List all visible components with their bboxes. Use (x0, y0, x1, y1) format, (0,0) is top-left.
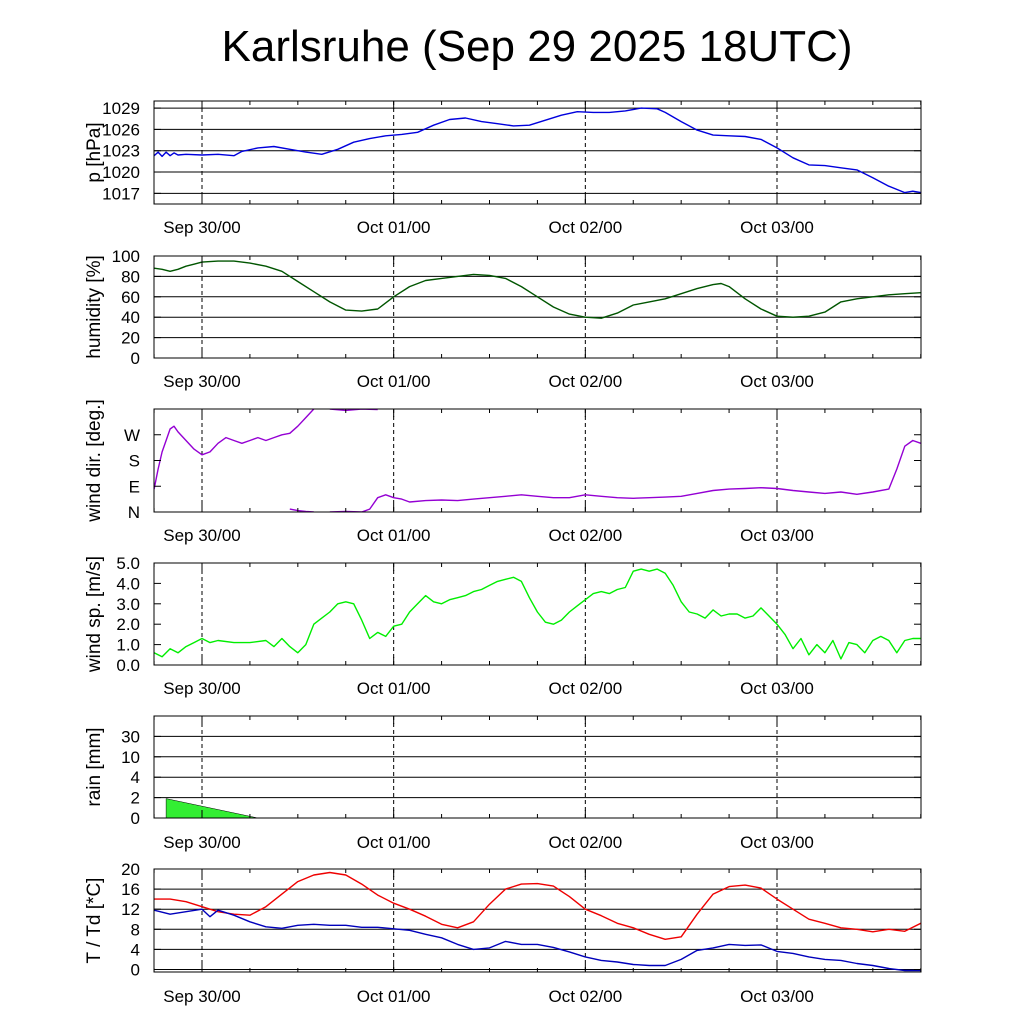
series-line-wind_speed (154, 568, 921, 660)
y-tick-label: 0 (131, 809, 140, 828)
y-tick-label: 1026 (102, 120, 140, 139)
plot-frame (153, 715, 922, 819)
y-tick-label: 100 (112, 247, 140, 266)
y-tick-label: N (128, 503, 140, 522)
x-tick-label: Oct 01/00 (357, 987, 431, 1006)
chart-title: Karlsruhe (Sep 29 2025 18UTC) (221, 22, 853, 71)
y-axis-label: wind sp. [m/s] (84, 556, 105, 673)
y-tick-label: 2 (131, 789, 140, 808)
x-tick-label: Oct 02/00 (548, 679, 622, 698)
y-tick-label: 1.0 (116, 636, 140, 655)
x-tick-label: Sep 30/00 (163, 372, 241, 391)
y-tick-label: 80 (121, 267, 140, 286)
y-tick-label: W (124, 426, 140, 445)
x-tick-label: Sep 30/00 (163, 987, 241, 1006)
x-tick-label: Oct 03/00 (740, 218, 814, 237)
y-tick-label: 1023 (102, 142, 140, 161)
y-tick-label: 10 (121, 748, 140, 767)
y-tick-label: 4.0 (116, 574, 140, 593)
x-tick-label: Oct 01/00 (357, 372, 431, 391)
y-tick-label: 8 (131, 920, 140, 939)
panel-5: 02 410 30 Sep 30/00 Oct 01/00 Oct 02/00 Oct 03… (84, 715, 922, 852)
y-tick-label: 1017 (102, 184, 140, 203)
x-tick-label: Oct 01/00 (357, 218, 431, 237)
y-tick-label: S (129, 452, 140, 471)
x-tick-label: Sep 30/00 (163, 526, 241, 545)
series-line-wind_dir (154, 409, 315, 490)
y-tick-label: 0 (131, 349, 140, 368)
y-tick-label: 20 (121, 329, 140, 348)
series-line-wind_dir (329, 439, 921, 512)
x-tick-label: Oct 03/00 (740, 372, 814, 391)
rain-area (165, 798, 258, 818)
y-tick-label: 3.0 (116, 595, 140, 614)
x-tick-label: Sep 30/00 (163, 833, 241, 852)
series-line-dewpoint (154, 908, 921, 972)
y-tick-label: 0 (131, 960, 140, 979)
x-tick-label: Oct 01/00 (357, 526, 431, 545)
x-tick-label: Oct 02/00 (548, 987, 622, 1006)
y-tick-label: 1020 (102, 163, 140, 182)
series-line-temperature (154, 871, 921, 940)
x-tick-label: Oct 03/00 (740, 833, 814, 852)
x-tick-label: Oct 02/00 (548, 218, 622, 237)
x-tick-label: Oct 03/00 (740, 987, 814, 1006)
y-axis-label: humidity [%] (84, 255, 105, 358)
y-axis-label: wind dir. [deg.] (84, 399, 105, 523)
y-tick-label: 1029 (102, 99, 140, 118)
x-tick-label: Sep 30/00 (163, 218, 241, 237)
y-tick-label: 12 (121, 900, 140, 919)
x-tick-label: Oct 01/00 (357, 833, 431, 852)
panel-4: 0.01.0 2.03.0 4.05.0 Sep 30/00 Oct 01/00 Oct … (84, 554, 922, 698)
y-tick-label: 4 (131, 940, 140, 959)
y-tick-label: 2.0 (116, 615, 140, 634)
plot-frame (153, 255, 922, 359)
y-tick-label: 0.0 (116, 656, 140, 675)
y-tick-label: 4 (131, 768, 140, 787)
y-axis-label: rain [mm] (84, 727, 105, 806)
series-line-humidity (154, 260, 921, 319)
y-tick-label: 60 (121, 288, 140, 307)
x-tick-label: Oct 01/00 (357, 679, 431, 698)
y-tick-label: 20 (121, 860, 140, 879)
x-tick-label: Oct 03/00 (740, 526, 814, 545)
x-tick-label: Oct 02/00 (548, 372, 622, 391)
panel-1: 1017 1020 1023 1026 1029 Sep 30/00 Oct 01/00 Oc… (84, 99, 922, 237)
plot-frame (153, 100, 922, 205)
x-tick-label: Sep 30/00 (163, 679, 241, 698)
y-axis-label: p [hPa] (84, 122, 105, 182)
y-tick-label: E (129, 477, 140, 496)
y-tick-label: 16 (121, 880, 140, 899)
y-axis-label: T / Td [*C] (84, 878, 105, 964)
y-tick-label: 40 (121, 308, 140, 327)
y-tick-label: 5.0 (116, 554, 140, 573)
x-tick-label: Oct 03/00 (740, 679, 814, 698)
y-tick-label: 30 (121, 727, 140, 746)
x-tick-label: Oct 02/00 (548, 833, 622, 852)
series-line-pressure (154, 107, 921, 194)
x-tick-label: Oct 02/00 (548, 526, 622, 545)
